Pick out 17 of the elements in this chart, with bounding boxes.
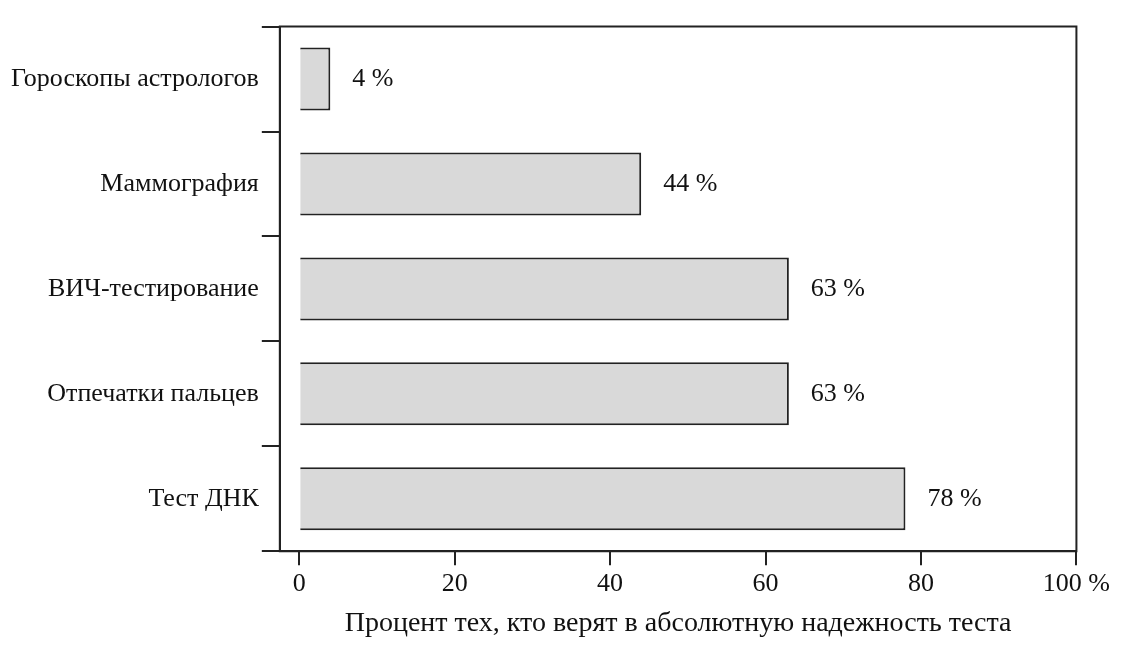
data-label: 44 % — [663, 167, 718, 197]
y-tick-label: Маммография — [100, 167, 259, 197]
x-tick-label: 60 — [752, 567, 779, 597]
x-tick-label: 100 % — [1042, 567, 1111, 597]
x-tick-label: 80 — [907, 567, 934, 597]
x-tick-label: 20 — [441, 567, 468, 597]
y-tick-label: Гороскопы астрологов — [11, 62, 259, 92]
data-label: 63 % — [810, 377, 866, 407]
x-tick-label: 0 — [292, 567, 306, 597]
y-tick-label: ВИЧ-тестирование — [47, 272, 259, 302]
x-axis-title: Процент тех, кто верят в абсолютную надежность теста — [344, 605, 1013, 637]
data-label: 63 % — [810, 272, 866, 302]
data-label: 4 % — [352, 62, 394, 92]
y-tick-label: Тест ДНК — [148, 482, 260, 512]
y-tick-label: Отпечатки пальцев — [47, 377, 259, 407]
x-tick-label: 40 — [597, 567, 624, 597]
data-label: 78 % — [927, 482, 982, 512]
